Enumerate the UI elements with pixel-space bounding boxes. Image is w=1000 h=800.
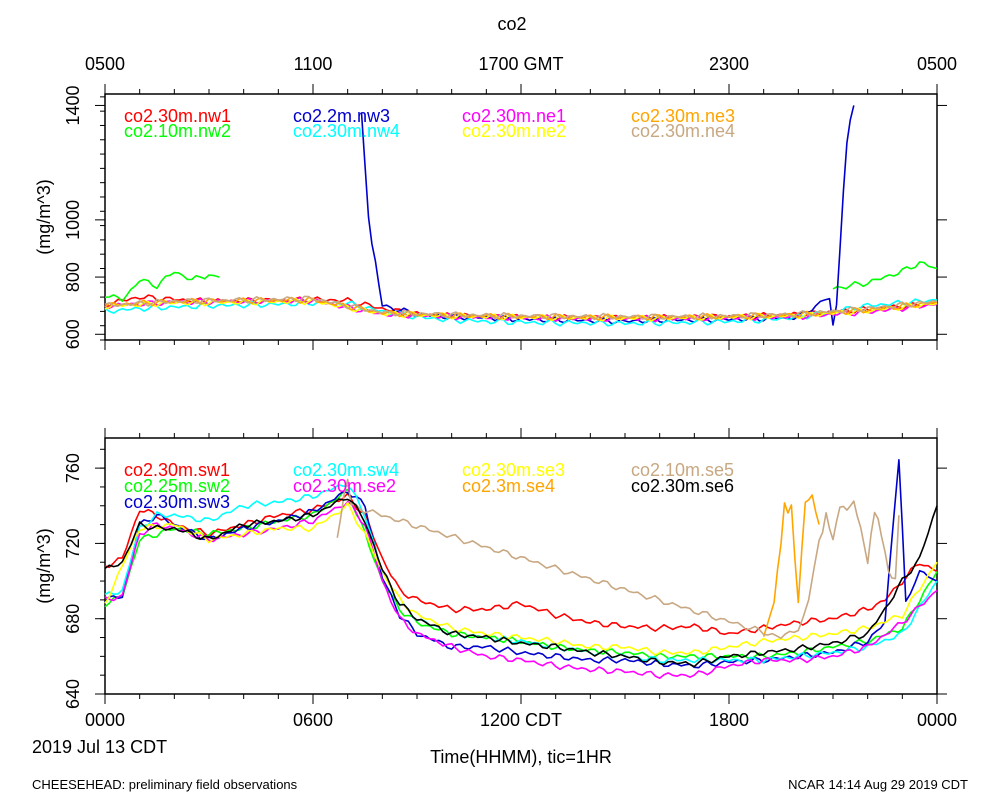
series-line-co2-30m-sw4 <box>104 483 938 665</box>
series-line-co2-30m-ne3 <box>104 296 938 321</box>
legend-entry: co2.2m.nw3 <box>293 106 390 126</box>
upper-legend: co2.30m.nw1 co2.10m.nw2 co2.2m.nw3 co2.3… <box>124 106 735 141</box>
top-tick-label: 1700 GMT <box>478 54 563 74</box>
series-line-co2-30m-sw1 <box>104 492 938 636</box>
series-line-co2-30m-nw4 <box>104 298 938 327</box>
lower-y-tick-label: 720 <box>63 528 83 558</box>
legend-entry: co2.10m.nw2 <box>124 121 231 141</box>
lower-series-group <box>104 458 938 680</box>
series-line-co2-30m-se3 <box>104 501 938 656</box>
top-axis-labels: 0500 1100 1700 GMT 2300 0500 <box>85 54 957 74</box>
top-tick-label: 0500 <box>917 54 957 74</box>
legend-entry: co2.3m.se4 <box>462 476 555 496</box>
lower-y-tick-label: 640 <box>63 679 83 709</box>
lower-y-tick-label: 760 <box>63 453 83 483</box>
legend-entry: co2.30m.se6 <box>631 476 734 496</box>
series-line-co2-10m-nw2 <box>104 271 220 303</box>
series-line-co2-30m-se6 <box>104 498 938 668</box>
lower-legend: co2.30m.sw1 co2.25m.sw2 co2.30m.sw3 co2.… <box>124 460 734 512</box>
upper-y-tick-labels: 600 800 1000 1400 <box>63 85 83 349</box>
legend-entry: co2.30m.ne1 <box>462 106 566 126</box>
chart-title: co2 <box>497 14 526 34</box>
legend-entry: co2.30m.ne2 <box>462 121 566 141</box>
legend-entry: co2.30m.sw3 <box>124 492 230 512</box>
top-tick-label: 2300 <box>709 54 749 74</box>
legend-entry: co2.30m.ne3 <box>631 106 735 126</box>
x-axis-label: Time(HHMM), tic=1HR <box>430 747 612 767</box>
top-tick-label: 0500 <box>85 54 125 74</box>
legend-entry: co2.30m.se2 <box>293 476 396 496</box>
upper-y-tick-label: 800 <box>63 262 83 292</box>
upper-y-axis-label: (mg/m^3) <box>34 179 54 254</box>
lower-ticks <box>95 428 947 704</box>
series-line-co2-2m-nw3 <box>360 105 855 326</box>
upper-y-tick-label: 1400 <box>63 85 83 125</box>
legend-entry: co2.30m.se3 <box>462 460 565 480</box>
legend-entry: co2.30m.nw4 <box>293 121 400 141</box>
bottom-tick-label: 0000 <box>85 710 125 730</box>
legend-entry: co2.30m.ne4 <box>631 121 735 141</box>
footer-right: NCAR 14:14 Aug 29 2019 CDT <box>788 777 968 792</box>
series-line-co2-30m-sw3 <box>104 458 938 669</box>
series-line-co2-3m-se4 <box>762 494 820 637</box>
upper-ticks <box>95 84 947 350</box>
lower-y-axis-label: (mg/m^3) <box>34 528 54 603</box>
bottom-tick-label: 0000 <box>917 710 957 730</box>
lower-y-tick-label: 680 <box>63 604 83 634</box>
legend-entry: co2.10m.se5 <box>631 460 734 480</box>
legend-entry: co2.30m.nw1 <box>124 106 231 126</box>
top-tick-label: 1100 <box>294 54 333 74</box>
bottom-axis-labels: 0000 0600 1200 CDT 1800 0000 <box>85 710 957 730</box>
legend-entry: co2.25m.sw2 <box>124 476 230 496</box>
legend-entry: co2.30m.sw4 <box>293 460 399 480</box>
bottom-tick-label: 1200 CDT <box>480 710 562 730</box>
upper-y-tick-label: 1000 <box>63 200 83 240</box>
upper-series-group <box>104 105 938 327</box>
series-line-co2-10m-nw2-late- <box>832 261 938 290</box>
bottom-tick-label: 1800 <box>709 710 749 730</box>
upper-y-tick-label: 600 <box>63 319 83 349</box>
footer-left: CHEESEHEAD: preliminary field observatio… <box>32 777 298 792</box>
date-label: 2019 Jul 13 CDT <box>32 737 167 757</box>
series-line-co2-30m-se2 <box>104 500 938 680</box>
legend-entry: co2.30m.sw1 <box>124 460 230 480</box>
bottom-tick-label: 0600 <box>293 710 333 730</box>
series-line-co2-30m-ne4 <box>104 295 938 321</box>
lower-y-tick-labels: 640 680 720 760 <box>63 453 83 709</box>
series-line-co2-10m-se5 <box>336 478 900 640</box>
